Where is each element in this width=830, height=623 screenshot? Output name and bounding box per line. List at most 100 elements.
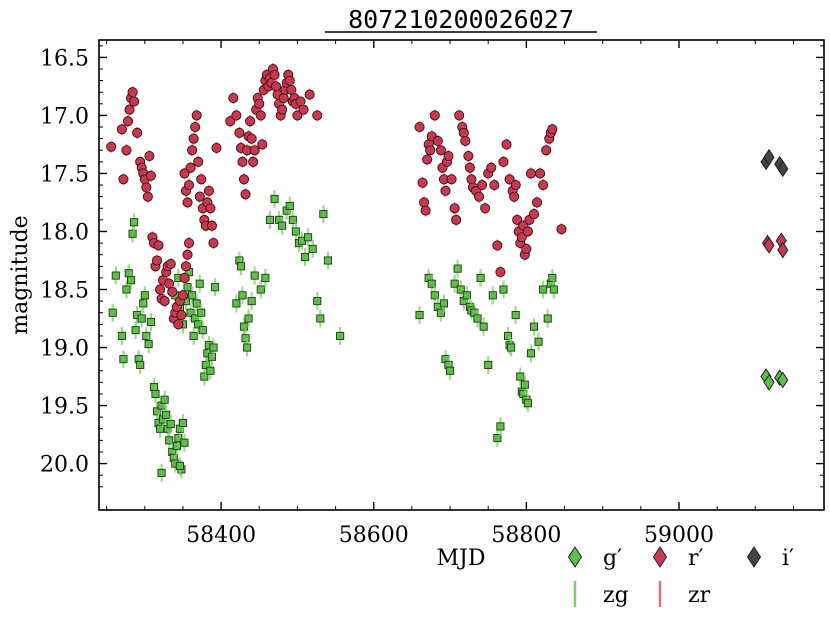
axis-ticks-layer: 58400 58600 58800 59000 16.5 17.0 17.5 18.0 18.5…: [40, 40, 824, 548]
zg-point: [265, 215, 274, 224]
zr-point: [509, 191, 520, 202]
zr-point: [414, 121, 425, 133]
zr-point: [211, 142, 222, 153]
zg-point: [450, 279, 459, 288]
zg-point: [188, 291, 197, 300]
zr-point: [203, 185, 214, 196]
zr-point: [522, 226, 533, 237]
x-tick-label: 58800: [491, 523, 561, 548]
zr-point: [463, 150, 474, 162]
zg-point: [151, 389, 160, 399]
legend: g′ r′ i′ zg zr: [567, 546, 794, 608]
zg-point: [476, 273, 485, 282]
zg-point: [244, 314, 253, 323]
zr-point: [312, 110, 323, 121]
zr-point: [304, 89, 315, 100]
zg-point: [453, 264, 462, 273]
zr-point: [495, 267, 506, 278]
zg-point: [523, 399, 532, 408]
zg-point: [516, 372, 525, 381]
zg-point: [484, 360, 493, 369]
zg-point: [250, 271, 259, 280]
zg-point: [543, 314, 552, 323]
zg-point: [232, 299, 241, 308]
zr-point: [538, 180, 549, 191]
zr-point: [547, 124, 558, 135]
y-tick-label: 16.5: [40, 46, 89, 71]
zg-point: [288, 215, 297, 224]
zr-point: [185, 162, 196, 173]
zg-point: [308, 244, 317, 253]
zg-point: [301, 252, 310, 262]
zr-point: [277, 104, 288, 115]
zr-point: [528, 209, 540, 220]
zg-point: [304, 233, 313, 242]
zr-point: [504, 174, 515, 185]
zg-point: [430, 291, 439, 300]
zr-point: [142, 191, 153, 202]
zr-point: [167, 286, 178, 297]
zr-point: [278, 92, 289, 104]
zg-point: [160, 395, 169, 404]
zr-point: [144, 150, 155, 162]
zr-point: [480, 203, 491, 214]
zg-point: [415, 310, 424, 320]
zg-point: [479, 322, 488, 331]
zg-point: [130, 218, 139, 227]
zr-point: [498, 156, 509, 167]
zg-point: [526, 349, 535, 358]
zg-point: [122, 285, 131, 294]
legend-marker: [652, 546, 668, 568]
zr-point: [510, 180, 521, 191]
zr-point: [177, 290, 188, 301]
zr-point: [121, 145, 132, 156]
x-tick-label: 58600: [339, 523, 409, 548]
zr-point: [180, 261, 192, 272]
zg-point: [241, 334, 250, 343]
zr-point: [184, 180, 195, 191]
zr-point: [127, 87, 138, 98]
zr-point: [460, 135, 471, 147]
legend-label: r′: [688, 546, 704, 571]
zg-point: [439, 299, 448, 308]
zr-point: [129, 96, 140, 107]
x-axis-label: MJD: [437, 546, 486, 571]
zg-point: [270, 194, 279, 204]
zg-point: [192, 299, 201, 308]
chart-title: 807210200026027: [348, 5, 574, 34]
zr-point: [454, 110, 465, 121]
zg-point: [108, 308, 117, 317]
zg-point: [256, 285, 265, 294]
y-tick-label: 17.5: [40, 162, 89, 187]
zg-point: [496, 422, 505, 431]
zg-point: [180, 438, 189, 447]
zg-point: [210, 283, 220, 292]
zg-point: [236, 262, 245, 271]
zg-point: [146, 317, 155, 327]
zr-point: [521, 243, 532, 254]
zg-point: [446, 366, 455, 375]
legend-label: zr: [688, 583, 711, 608]
legend-label: zg: [603, 583, 629, 608]
zg-point: [198, 326, 207, 335]
zr-point: [191, 110, 202, 121]
zr-point: [535, 168, 546, 179]
zg-point: [183, 283, 192, 292]
zg-point: [142, 331, 151, 340]
zr-point: [257, 139, 268, 150]
zg-point: [140, 291, 149, 300]
zr-point: [420, 205, 431, 216]
zr-point: [190, 121, 201, 133]
zg-point: [336, 331, 345, 340]
zr-point: [422, 154, 433, 165]
zr-point: [464, 162, 475, 173]
diamond-point-g: [777, 371, 789, 389]
zr-point: [182, 197, 193, 208]
zr-point: [155, 284, 166, 295]
zg-point: [117, 331, 126, 340]
x-tick-label: 58400: [186, 523, 256, 548]
zg-point: [462, 291, 471, 300]
data-points-layer: [106, 63, 789, 482]
plot-frame: [98, 39, 825, 511]
zr-point: [179, 168, 190, 179]
